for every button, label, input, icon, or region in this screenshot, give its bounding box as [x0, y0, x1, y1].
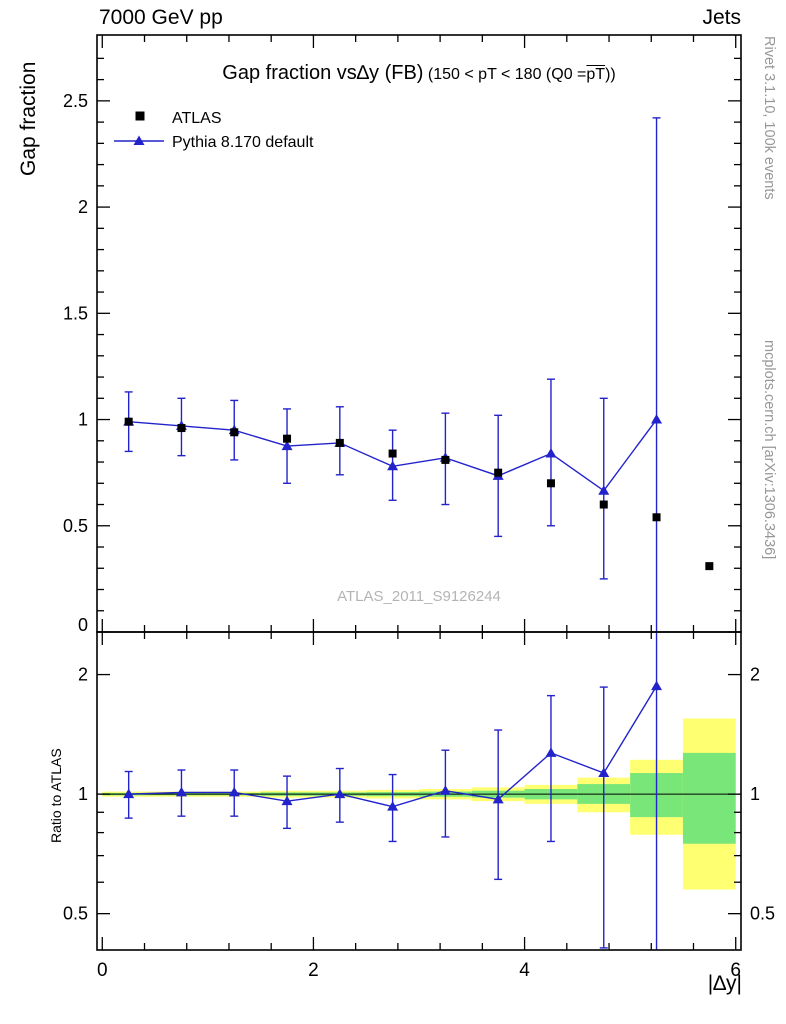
- svg-text:1: 1: [750, 784, 760, 804]
- svg-text:2: 2: [78, 665, 88, 685]
- plot-title-cut-suffix: )): [605, 66, 616, 83]
- svg-text:0.5: 0.5: [63, 904, 88, 924]
- svg-text:1: 1: [78, 784, 88, 804]
- svg-text:2: 2: [78, 197, 88, 217]
- x-axis-label: |∆y|: [707, 972, 742, 995]
- svg-text:ATLAS: ATLAS: [172, 110, 222, 127]
- plot-title: Gap fraction vs∆y (FB) (150 < pT < 180 (…: [97, 62, 741, 85]
- svg-text:2.5: 2.5: [63, 91, 88, 111]
- svg-text:4: 4: [519, 960, 530, 981]
- analysis-topic-label: Jets: [702, 6, 741, 29]
- plot-title-cut-prefix: (150 < pT < 180 (Q0 =: [427, 66, 587, 83]
- svg-text:6: 6: [730, 960, 741, 981]
- svg-text:2: 2: [750, 665, 760, 685]
- svg-text:Pythia 8.170 default: Pythia 8.170 default: [172, 134, 314, 151]
- svg-text:1: 1: [78, 410, 88, 430]
- svg-text:2: 2: [308, 960, 319, 981]
- svg-text:0: 0: [97, 960, 108, 981]
- svg-text:0.5: 0.5: [63, 516, 88, 536]
- svg-text:0.5: 0.5: [750, 904, 775, 924]
- plot-title-main: Gap fraction vs∆y (FB): [222, 62, 424, 84]
- plot-title-qzero-overline: pT: [586, 66, 606, 83]
- svg-text:ATLAS_2011_S9126244: ATLAS_2011_S9126244: [337, 588, 501, 605]
- svg-text:1.5: 1.5: [63, 303, 88, 323]
- beam-energy-label: 7000 GeV pp: [99, 6, 223, 29]
- svg-text:0: 0: [78, 615, 88, 635]
